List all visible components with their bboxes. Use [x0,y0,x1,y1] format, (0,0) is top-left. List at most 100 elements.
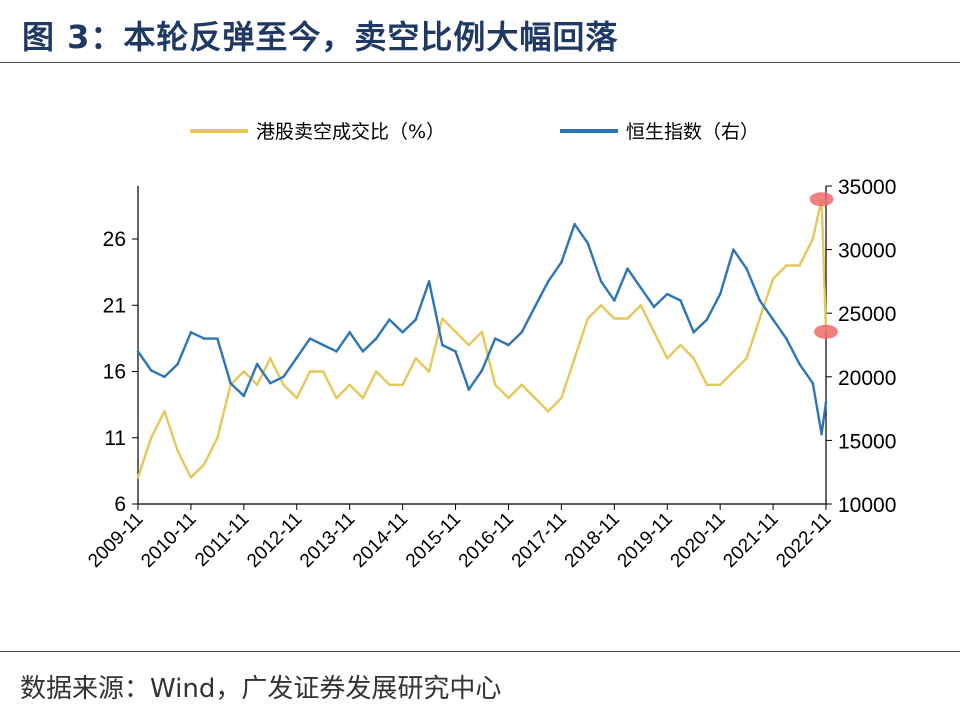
series-2-point [441,343,444,347]
series-2-point [758,299,762,302]
series-2-point [189,330,193,334]
series-1-point [454,330,457,334]
series-1-point [467,343,471,347]
legend-label-1: 港股卖空成交比（%） [256,121,445,143]
series-2-point [599,280,603,283]
series-1-point [626,317,629,320]
right-axis-tick-label: 25000 [838,303,896,326]
series-2-point [626,267,629,270]
series-2-point [820,432,823,436]
left-axis-tick-label: 11 [104,427,126,450]
series-1-point [427,370,431,373]
footer-divider [0,651,960,652]
series-2-point [718,292,722,296]
x-axis-tick-label: 2009-11 [84,509,147,572]
series-1-point [414,356,418,360]
series-1-point [639,303,643,307]
chart: 6 11 16 21 26 10000 15000 20000 25000 30000 35000 2… [84,121,896,572]
series-1-point [242,370,246,373]
series-2-point [745,267,748,270]
series-2-point [692,330,695,334]
figure-title: 图 3：本轮反弹至今，卖空比例大幅回落 [22,18,619,56]
left-axis-tick-label: 26 [103,228,126,251]
series-2-point [242,394,246,398]
series-2-point [493,337,497,340]
series-1-point [520,383,523,387]
series-2-point [335,350,338,353]
title-divider [0,62,960,63]
left-axis-tick-label: 6 [114,493,126,516]
series-2-point [202,337,206,340]
series-2-point [321,343,325,347]
series-2-point [520,330,523,334]
series-1-point [163,409,166,413]
series-1-point [785,264,788,267]
series-2-point [480,369,484,372]
source-note: 数据来源：Wind，广发证券发展研究中心 [20,674,502,704]
series-2-point [414,318,418,321]
series-2-point [427,280,431,283]
series-2-point [176,362,179,366]
series-1-point [798,264,801,267]
series-1-point [546,409,550,413]
x-axis-tick-label: 2019-11 [614,509,677,572]
series-2-point [732,248,735,251]
right-axis-tick-label: 20000 [838,367,896,390]
series-1-point [136,476,140,479]
series-2-point [295,356,299,360]
x-axis-tick-label: 2018-11 [561,509,624,572]
series-2-point [798,362,801,366]
series-2-point [269,381,272,385]
x-axis-tick-label: 2016-11 [455,509,518,572]
series-2-point [149,369,153,372]
series-2-point [454,350,457,353]
series-1-point [374,370,378,373]
x-axis-tick-label: 2011-11 [191,509,253,571]
right-axis-tick-label: 35000 [838,176,896,199]
series-1-point [771,277,775,281]
series-1-point [613,317,616,320]
series-1-point [811,237,815,241]
series-1-point [652,330,656,334]
right-axis-tick-label: 30000 [838,240,896,263]
series-2-point [771,318,775,321]
series-1-point [149,436,153,440]
series-2-point [255,362,259,366]
series-2-point [824,400,828,404]
series-1-point [269,356,272,360]
series-2-point [388,318,391,321]
series-2-point [613,299,616,302]
series-1-point [573,356,576,360]
series-1-point [202,462,206,466]
series-1-point [388,383,391,387]
series-2-point [163,375,166,379]
series-2-point [282,375,285,379]
x-axis-tick-label: 2017-11 [508,509,571,572]
series-1-point [189,476,193,479]
series-2-point [811,381,815,385]
series-1-point [255,383,259,387]
series-1-point [401,383,404,387]
series-1-point [586,317,590,320]
highlight-marker [814,324,838,339]
series-line-2 [137,222,828,436]
right-axis-tick-label: 10000 [838,494,896,517]
series-2-point [652,305,656,309]
series-1-point [321,370,325,373]
right-axis-tick-label: 15000 [838,430,896,453]
series-1-point [692,356,695,360]
series-1-point [718,383,722,387]
x-axis-tick-label: 2015-11 [402,509,465,572]
series-1-point [361,396,365,400]
series-2-point [229,381,232,385]
series-2-point [467,388,471,391]
series-1-point [732,370,735,373]
series-2-point [401,330,404,334]
series-2-point [136,350,140,353]
x-axis-tick-label: 2013-11 [296,509,359,572]
left-axis-tick-label: 21 [103,294,126,317]
series-1-point [216,436,219,440]
series-1-point [282,383,285,387]
series-2-point [374,337,378,340]
series-1-point [533,396,537,400]
